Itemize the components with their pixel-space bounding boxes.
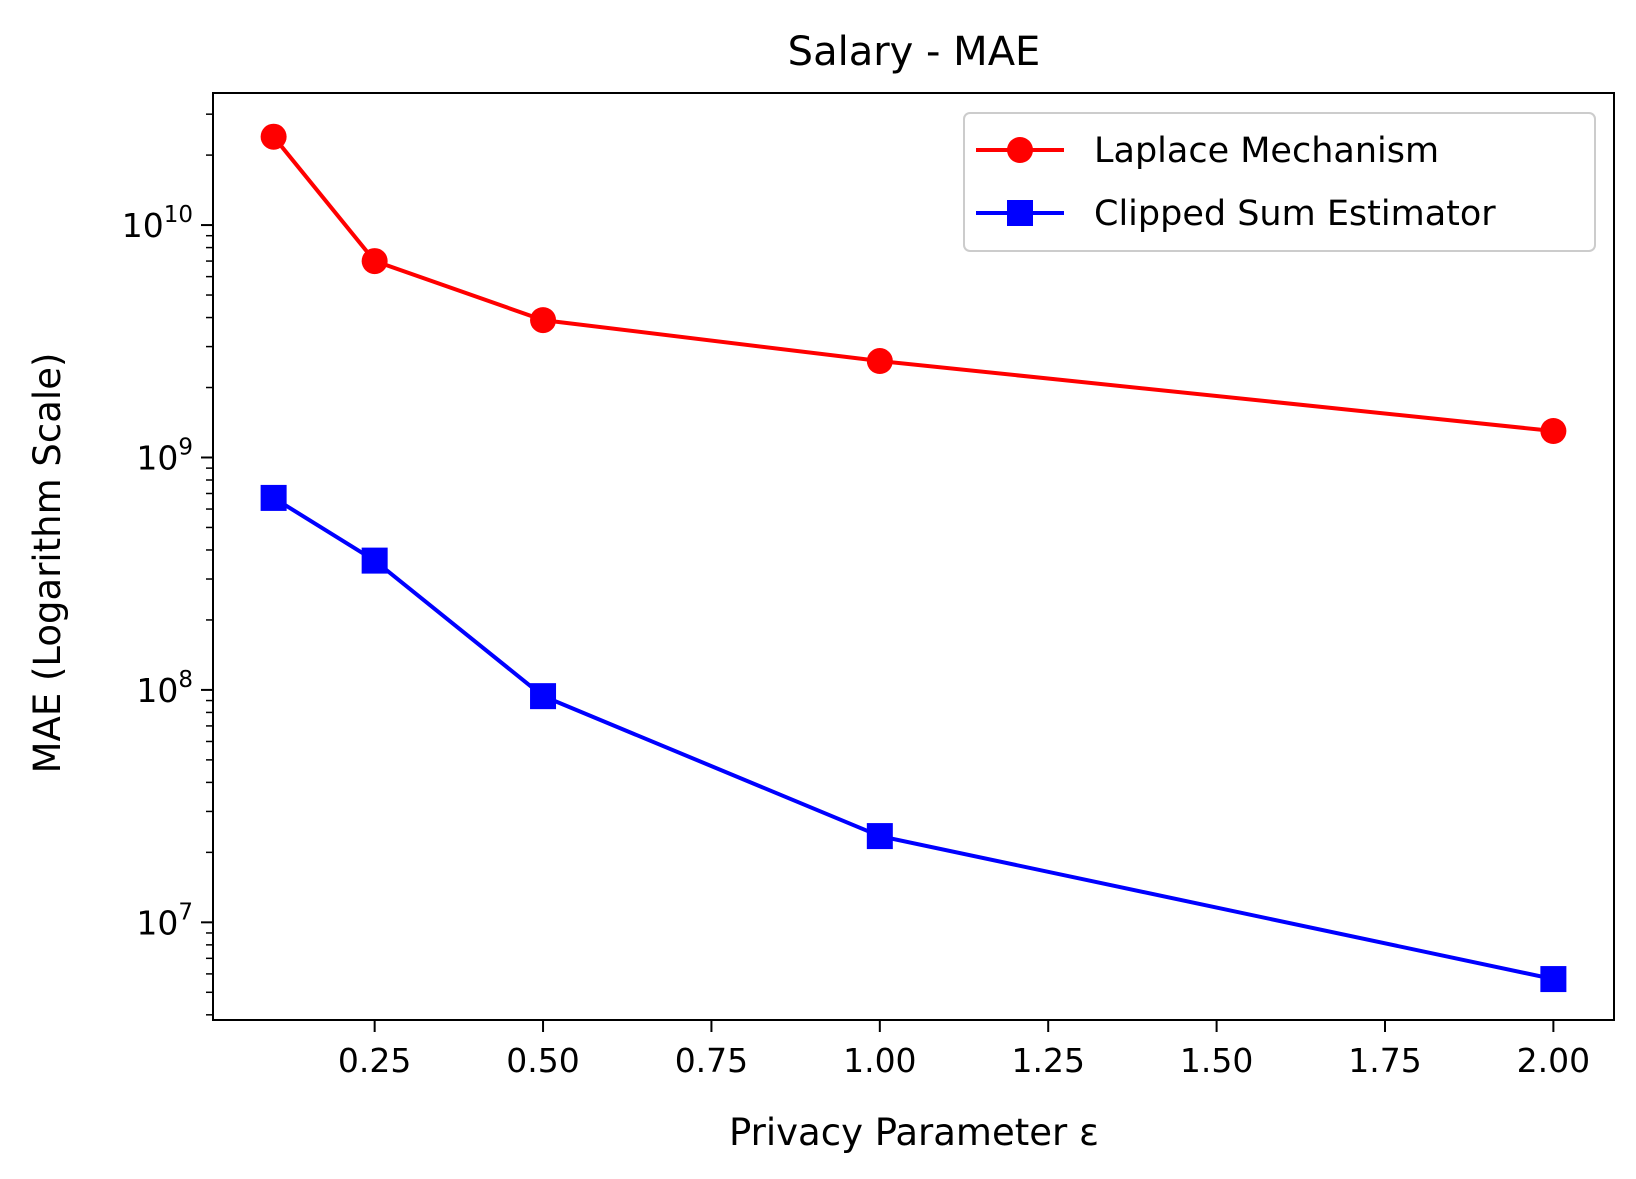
x-tick-label: 2.00 — [1517, 1041, 1590, 1080]
data-point — [866, 348, 893, 375]
x-axis-label: Privacy Parameter ε — [729, 1111, 1099, 1154]
legend-entries: Laplace Mechanism Clipped Sum Estimator — [976, 131, 1496, 234]
series-line — [272, 496, 1554, 982]
data-point — [260, 484, 287, 511]
y-tick-label: 1010 — [122, 202, 193, 245]
legend-marker — [1007, 200, 1033, 226]
x-tick-label: 1.50 — [1180, 1041, 1253, 1080]
legend-marker — [1007, 137, 1033, 163]
data-point — [260, 123, 287, 150]
plot-frame — [212, 92, 1615, 1021]
x-tick-label: 1.75 — [1348, 1041, 1421, 1080]
data-point — [1540, 418, 1567, 445]
data-point — [1540, 966, 1567, 993]
data-point — [361, 547, 388, 574]
legend-label: Laplace Mechanism — [1094, 131, 1439, 171]
x-tick-label: 0.25 — [338, 1041, 411, 1080]
y-tick-label: 108 — [136, 667, 193, 710]
y-axis-label: MAE (Logarithm Scale) — [26, 353, 69, 774]
x-tick-label: 1.00 — [843, 1041, 916, 1080]
legend-label: Clipped Sum Estimator — [1094, 194, 1496, 234]
legend: Laplace Mechanism Clipped Sum Estimator — [963, 112, 1596, 252]
legend-entry: Laplace Mechanism — [976, 131, 1439, 171]
y-tick-label: 107 — [136, 899, 193, 942]
legend-box — [963, 112, 1596, 252]
y-minor-ticks — [206, 113, 213, 1016]
x-tick-label: 0.75 — [675, 1041, 748, 1080]
x-tick-label: 1.25 — [1011, 1041, 1084, 1080]
y-tick-label: 109 — [136, 434, 193, 477]
data-point — [866, 823, 893, 850]
data-point — [361, 248, 388, 275]
series-2 — [260, 484, 1567, 993]
x-tick-label: 0.50 — [506, 1041, 579, 1080]
series-layer — [260, 123, 1567, 993]
y-ticks: 107 108 109 1010 — [122, 202, 213, 942]
chart-title: Salary - MAE — [788, 29, 1041, 75]
data-point — [530, 307, 557, 334]
data-point — [530, 683, 557, 710]
legend-entry: Clipped Sum Estimator — [976, 194, 1496, 234]
series-1 — [260, 123, 1567, 445]
x-ticks: 0.25 0.50 0.75 1.00 1.25 1.50 1.75 2.00 — [338, 1020, 1590, 1080]
